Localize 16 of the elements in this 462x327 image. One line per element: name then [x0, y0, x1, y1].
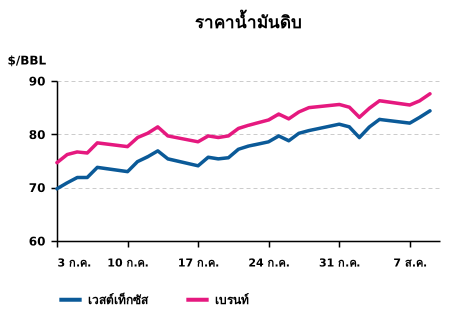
legend-label: เบรนท์ — [215, 292, 249, 307]
x-tick-label: 24 ก.ค. — [248, 256, 290, 270]
chart-title: ราคาน้ำมันดิบ — [195, 9, 302, 33]
y-tick-label: 70 — [28, 181, 46, 196]
x-tick-label: 17 ก.ค. — [178, 256, 220, 270]
y-tick-label: 80 — [28, 128, 46, 142]
x-tick-label: 10 ก.ค. — [107, 256, 149, 270]
x-tick-label: 31 ก.ค. — [318, 256, 360, 270]
y-tick-label: 60 — [28, 234, 46, 248]
x-tick-label: 3 ก.ค. — [58, 256, 92, 270]
x-tick-label: 7 ส.ค. — [393, 256, 428, 270]
line-series — [55, 109, 432, 190]
legend-label: เวสต์เท็กซัส — [88, 292, 149, 307]
y-axis-title: $/BBL — [8, 54, 47, 68]
y-tick-label: 90 — [28, 74, 46, 88]
line-series — [55, 92, 432, 164]
